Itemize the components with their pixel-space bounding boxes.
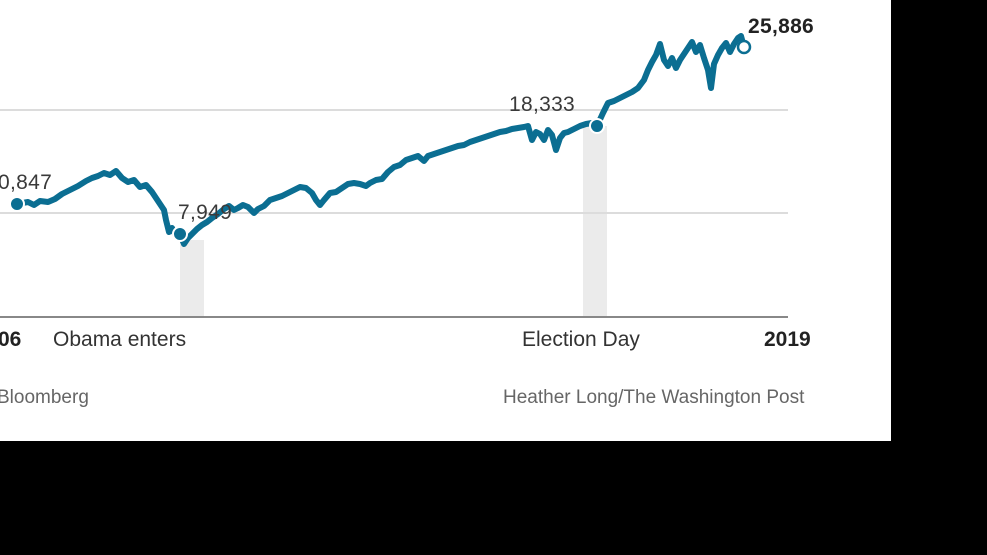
chart-canvas: 0,847 7,949 18,333 25,886 06 Obama enter… xyxy=(0,0,891,441)
end-value-label: 25,886 xyxy=(748,15,815,38)
point-marker xyxy=(9,196,25,212)
x-axis-start-year: 06 xyxy=(0,328,22,351)
election-value-label: 18,333 xyxy=(509,93,576,116)
x-axis-election-label: Election Day xyxy=(522,328,640,351)
x-axis-end-year: 2019 xyxy=(764,328,811,351)
highlight-band xyxy=(180,240,204,317)
obama-value-label: 7,949 xyxy=(178,201,233,224)
point-markers xyxy=(9,39,752,242)
source-credit: Bloomberg xyxy=(0,387,89,408)
point-marker xyxy=(589,118,605,134)
highlight-bands xyxy=(180,126,607,317)
chart-plot xyxy=(0,33,788,318)
highlight-band xyxy=(583,126,607,317)
point-marker xyxy=(736,39,752,55)
x-axis-obama-label: Obama enters xyxy=(53,328,187,351)
dow-series-line xyxy=(14,33,747,247)
start-value-label: 0,847 xyxy=(0,171,53,194)
author-credit: Heather Long/The Washington Post xyxy=(503,387,805,408)
point-marker xyxy=(172,226,188,242)
